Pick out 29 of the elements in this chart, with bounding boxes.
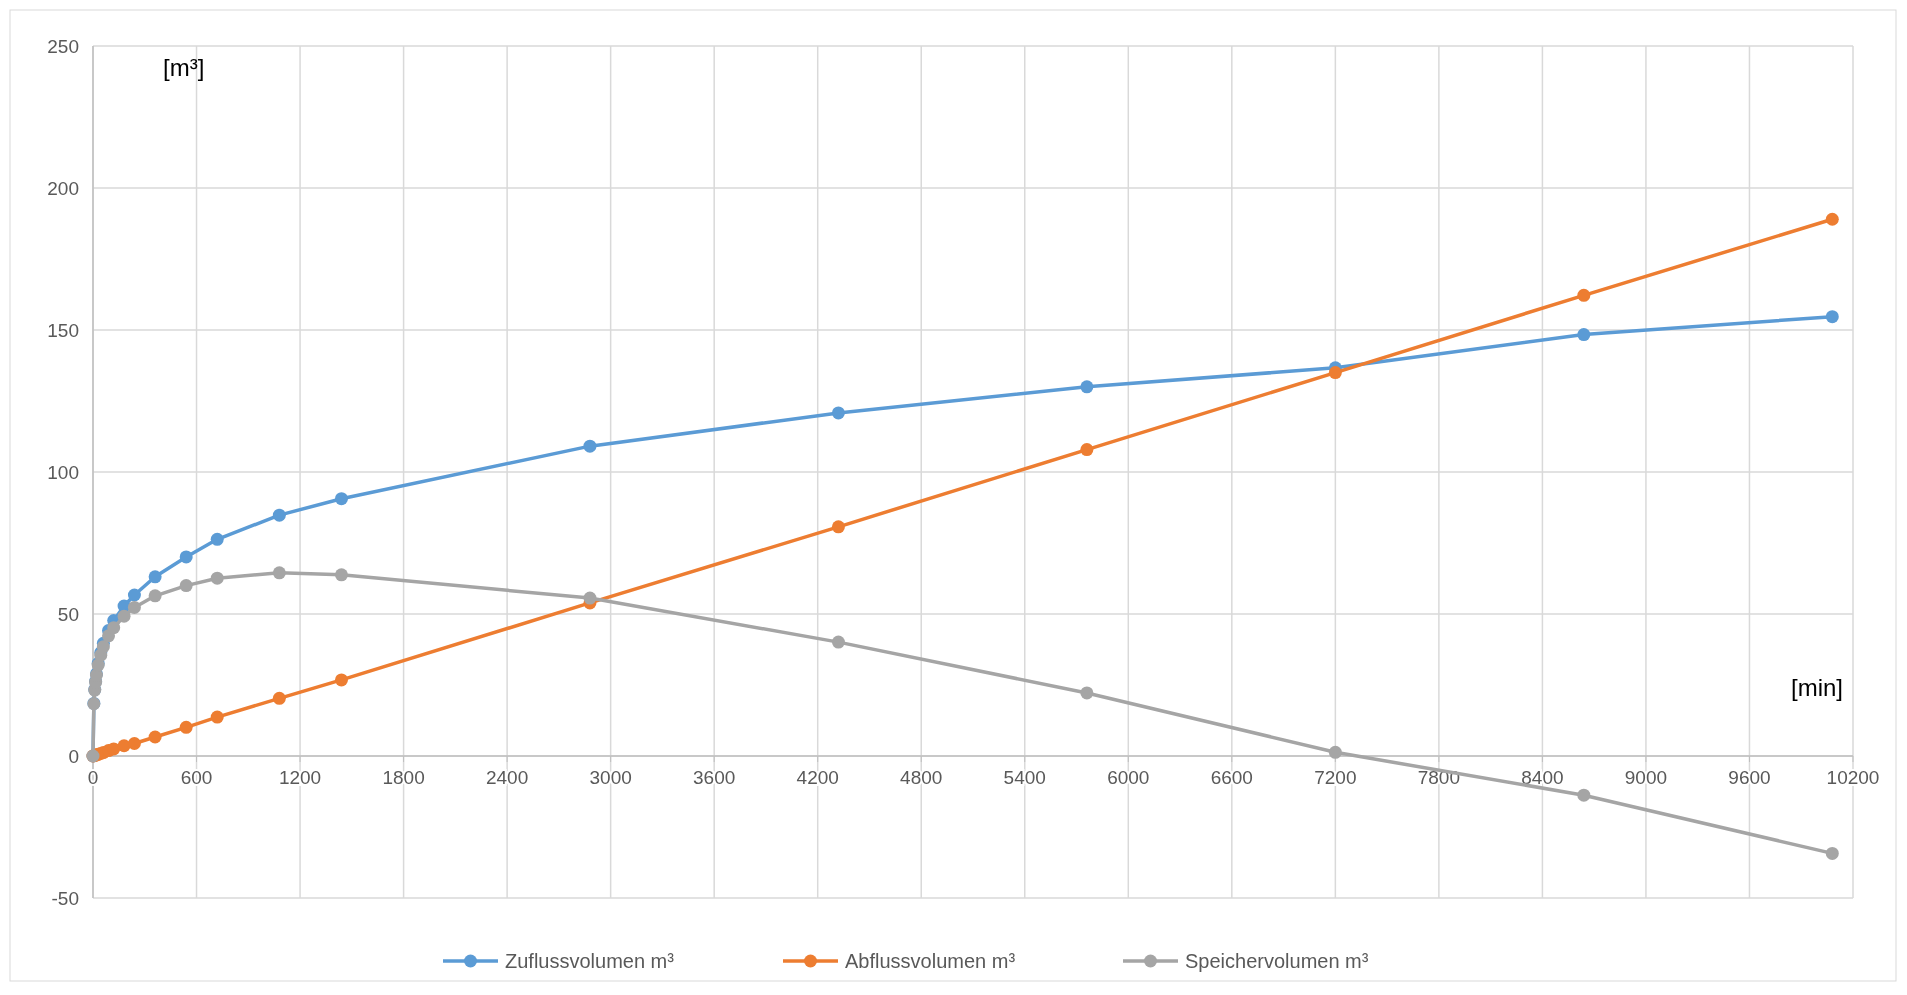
y-axis-title: [m³] xyxy=(163,54,205,81)
y-tick-label: 150 xyxy=(47,319,79,341)
x-tick-label: 9600 xyxy=(1728,767,1771,788)
x-tick-label: 0 xyxy=(87,767,99,788)
x-tick-label: 5400 xyxy=(1003,767,1046,788)
legend-label: Zuflussvolumen m³ xyxy=(505,950,675,972)
x-tick-label: 3000 xyxy=(589,767,632,788)
y-tick-label: 200 xyxy=(47,177,79,199)
x-tick-label: 1800 xyxy=(382,767,425,788)
y-tick-label: 250 xyxy=(47,35,79,57)
x-tick-label: 8400 xyxy=(1521,767,1564,788)
x-tick-label: 6600 xyxy=(1210,767,1253,788)
x-tick-label: 9000 xyxy=(1624,767,1668,788)
x-tick-label: 2400 xyxy=(485,767,529,788)
x-tick-label: 1200 xyxy=(278,767,322,788)
x-tick-label: 4200 xyxy=(796,767,839,788)
y-tick-label: 50 xyxy=(57,603,79,625)
x-axis-title: [min] xyxy=(1790,674,1843,701)
x-tick-label: 4800 xyxy=(900,767,943,788)
legend-label: Abflussvolumen m³ xyxy=(845,950,1016,972)
x-tick-label: 6000 xyxy=(1107,767,1150,788)
x-tick-label: 7200 xyxy=(1314,767,1357,788)
y-tick-label: -50 xyxy=(51,887,79,909)
legend-label: Speichervolumen m³ xyxy=(1185,950,1369,972)
y-tick-label: 0 xyxy=(68,745,79,767)
x-tick-label: 10200 xyxy=(1826,767,1880,788)
y-tick-label: 100 xyxy=(47,461,79,483)
x-tick-label: 3600 xyxy=(693,767,736,788)
x-tick-label: 600 xyxy=(180,767,213,788)
